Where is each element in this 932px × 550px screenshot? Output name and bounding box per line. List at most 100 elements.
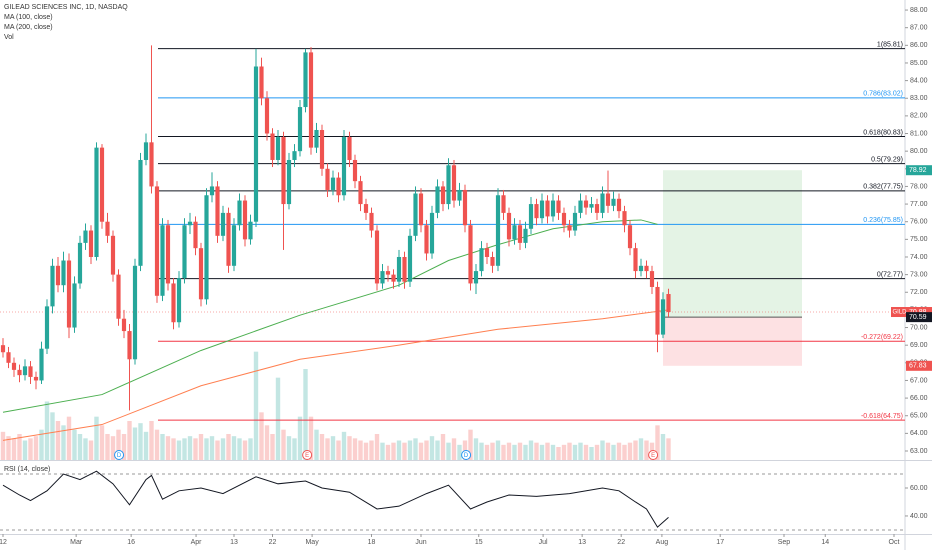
volume-bar xyxy=(556,447,561,460)
volume-bar xyxy=(578,442,583,460)
candle-body xyxy=(528,204,534,229)
candle-body xyxy=(418,193,424,226)
candle-body xyxy=(319,129,325,169)
price-badge-label: 78.92 xyxy=(909,167,927,174)
volume-bar xyxy=(182,438,187,460)
candle-body xyxy=(413,193,418,236)
candle-body xyxy=(561,212,567,226)
volume-bar xyxy=(88,440,94,460)
candle-body xyxy=(660,299,666,335)
price-badge xyxy=(906,307,932,318)
fib-label: 0.382(77.75) xyxy=(863,184,903,191)
volume-bar xyxy=(396,440,402,460)
fib-label: -0.618(64.75) xyxy=(861,413,903,420)
candle-body xyxy=(215,186,220,236)
price-badge xyxy=(906,360,932,371)
volume-bar xyxy=(143,431,149,460)
event-marker xyxy=(461,450,472,460)
volume-bar xyxy=(281,429,286,460)
volume-bar xyxy=(561,444,567,460)
indicator-label: MA (100, close) xyxy=(4,14,53,21)
y-tick-label: 88.00 xyxy=(910,7,928,14)
plot: 63.0064.0065.0066.0067.0068.0069.0070.00… xyxy=(0,7,932,546)
volume-bar xyxy=(605,442,611,460)
volume-bar xyxy=(374,434,380,460)
x-tick-label: 16 xyxy=(127,539,135,546)
volume-bar xyxy=(429,436,435,460)
candle-body xyxy=(396,256,402,282)
volume-bar xyxy=(61,425,66,460)
volume-bar xyxy=(314,429,319,460)
candle-body xyxy=(589,204,594,208)
event-marker xyxy=(302,450,313,460)
volume-bar xyxy=(242,440,248,460)
x-tick-label: 14 xyxy=(821,539,829,546)
volume-bar xyxy=(72,429,77,460)
candle-body xyxy=(110,235,116,275)
candle-body xyxy=(127,331,132,360)
volume-bar xyxy=(39,429,44,460)
candle-body xyxy=(193,221,198,249)
volume-bar xyxy=(160,434,165,460)
volume-bar xyxy=(473,438,479,460)
candle-body xyxy=(457,189,462,201)
candle-body xyxy=(138,159,143,266)
candle-body xyxy=(523,228,528,243)
candle-body xyxy=(308,52,314,148)
volume-bar xyxy=(638,438,644,460)
volume-bar xyxy=(77,434,83,460)
candle-body xyxy=(61,260,66,286)
y-tick-label: 63.00 xyxy=(910,448,928,455)
x-tick-label: 22 xyxy=(617,539,625,546)
moving-average xyxy=(2,309,669,441)
volume-bar xyxy=(611,444,616,460)
candle-body xyxy=(440,186,446,205)
x-tick-label: 17 xyxy=(716,539,724,546)
volume-bar xyxy=(572,444,578,460)
volume-bar xyxy=(171,438,176,460)
x-tick-label: 18 xyxy=(368,539,376,546)
volume-bar xyxy=(644,440,649,460)
candle-body xyxy=(627,225,633,249)
candle-body xyxy=(473,271,479,284)
fib-label: 0.786(83.02) xyxy=(863,91,903,98)
candle-body xyxy=(666,294,671,313)
volume-bar xyxy=(490,442,495,460)
candle-body xyxy=(501,195,506,213)
volume-bar xyxy=(495,440,501,460)
volume-bar xyxy=(44,401,50,460)
candle-body xyxy=(347,137,352,160)
price-badge xyxy=(906,165,932,176)
volume-bar xyxy=(110,436,116,460)
candle-body xyxy=(242,200,248,240)
volume-bar xyxy=(193,438,198,460)
candle-body xyxy=(83,230,88,243)
candle-body xyxy=(594,204,600,213)
event-label: D xyxy=(117,453,122,459)
volume-bar xyxy=(94,416,99,460)
volume-bar xyxy=(165,436,171,460)
candle-body xyxy=(638,265,644,272)
volume-bar xyxy=(633,440,638,460)
candle-body xyxy=(99,147,105,222)
volume-bar xyxy=(297,416,303,460)
x-tick-label: 22 xyxy=(269,539,277,546)
rsi-tick-label: 60.00 xyxy=(910,485,928,492)
volume-bar xyxy=(226,434,231,460)
candle-body xyxy=(424,225,429,254)
fib-label: 0.618(80.83) xyxy=(863,129,903,136)
volume-bar xyxy=(259,412,264,460)
candle-body xyxy=(270,133,275,160)
volume-bar xyxy=(248,438,253,460)
volume-bar xyxy=(154,429,160,460)
candle-body xyxy=(259,66,264,99)
y-tick-label: 75.00 xyxy=(910,236,928,243)
candle-body xyxy=(605,193,611,206)
candle-body xyxy=(314,129,319,148)
rsi-line xyxy=(2,470,669,528)
symbol-label: GILD xyxy=(893,310,908,316)
volume-bar xyxy=(325,438,330,460)
volume-bar xyxy=(11,438,17,460)
candle-body xyxy=(484,248,490,257)
candle-body xyxy=(33,376,39,381)
